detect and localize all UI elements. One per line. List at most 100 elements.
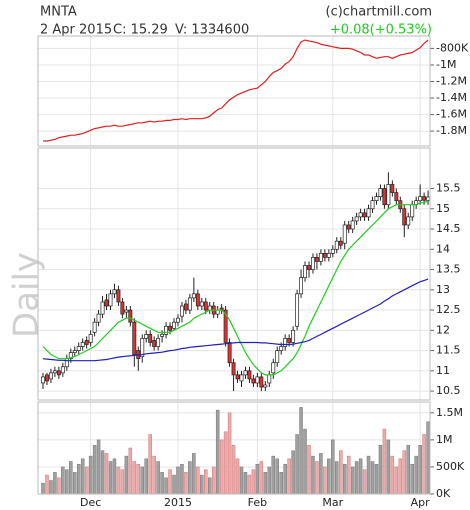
candle-body [183,303,188,311]
volume-bar [287,458,291,495]
y-tick-label: 15 [436,202,450,215]
y-tick-label: -800K [436,41,469,54]
candle-body [422,196,427,201]
volume-bar [176,466,180,495]
volume-bar [80,458,85,495]
candle-body [104,299,109,307]
candle-body [358,212,363,218]
candle-body [84,340,89,345]
volume-bar [259,461,264,495]
y-tick-label: 0K [436,487,451,500]
candle-body [243,370,248,376]
candle-body [124,309,129,313]
candle-body [378,188,383,197]
candle-body [203,301,208,311]
volume-bar [164,477,168,495]
date: 2 Apr 2015 [40,23,112,38]
candle-body [112,289,117,295]
candle-body [41,376,45,384]
y-tick-label: -1.8M [436,124,467,137]
x-tick-label: Apr [411,496,431,509]
y-tick-label: 11.5 [436,344,461,357]
volume-bar [53,472,57,495]
candle-body [76,346,81,351]
panel-frame [37,401,431,495]
y-tick-label: 500K [436,460,465,473]
volume-bar [57,477,61,495]
source: (c)chartmill.com [326,5,432,20]
volume-bar [69,461,73,495]
volume-bar [386,439,391,495]
volume-bar [390,455,395,495]
volume-bar [172,474,176,495]
volume-bar [271,455,276,495]
candle-body [350,220,355,230]
volume-bar [104,453,109,495]
volume-bar [156,461,160,495]
volume-bar [350,466,355,495]
y-tick-label: 13.5 [436,263,461,276]
candle-body [96,313,101,323]
candle-body [52,370,57,374]
volume-bar [196,466,200,495]
y-tick-label: 12 [436,323,450,336]
candle-body [263,384,268,388]
candle-body [132,321,137,355]
volume-bar [362,469,367,495]
volume-bar [299,407,303,495]
volume-bar [200,474,204,495]
candle-body [116,289,121,303]
candle-body [287,338,292,343]
volume-bar [204,469,208,495]
candle-body [231,362,236,376]
volume-bar [73,472,77,495]
volume-bar [323,466,327,495]
x-tick-label: Feb [248,496,267,509]
candle-body [418,196,423,202]
candle-body [56,370,61,376]
candle-body [338,240,343,246]
candle-body [279,346,284,351]
y-tick-label: 13 [436,283,450,296]
candle-body [307,265,311,270]
volume-bar [45,474,49,495]
candle-body [45,374,49,382]
volume-bar [422,434,426,495]
volume-bar [414,455,418,495]
candle-body [426,196,431,201]
volume-bar [370,461,375,495]
volume-bar [319,453,323,495]
candle-body [406,216,411,226]
volume-bar [366,455,371,495]
volume-bar [84,466,89,495]
volume-bar [418,445,422,495]
volume-bar [406,445,410,495]
candle-body [275,350,280,364]
volume-bar [116,466,121,495]
change: +0.08(+0.53%) [330,23,432,38]
volume-bar [346,455,351,495]
candle-body [88,334,93,343]
volume-bar [374,463,379,495]
candle-body [227,342,232,364]
line [42,200,429,376]
volume-bar [211,466,216,495]
volume-bar [180,463,184,495]
candle-body [144,334,149,339]
candle-body [271,362,276,374]
volume-bar [160,472,164,495]
volume-bar [251,469,256,495]
candle-body [366,208,371,218]
volume-bar [92,445,97,495]
candle-body [362,212,367,218]
volume-bar [207,477,212,495]
candle-body [164,325,169,335]
volume-bar [335,461,339,495]
y-tick-label: 1M [436,433,453,446]
y-tick-label: 15.5 [436,182,461,195]
candle-body [334,240,339,250]
volume-bar [112,458,117,495]
volume-bar [132,461,137,495]
candle-body [382,188,387,206]
volume-bar [247,474,252,495]
